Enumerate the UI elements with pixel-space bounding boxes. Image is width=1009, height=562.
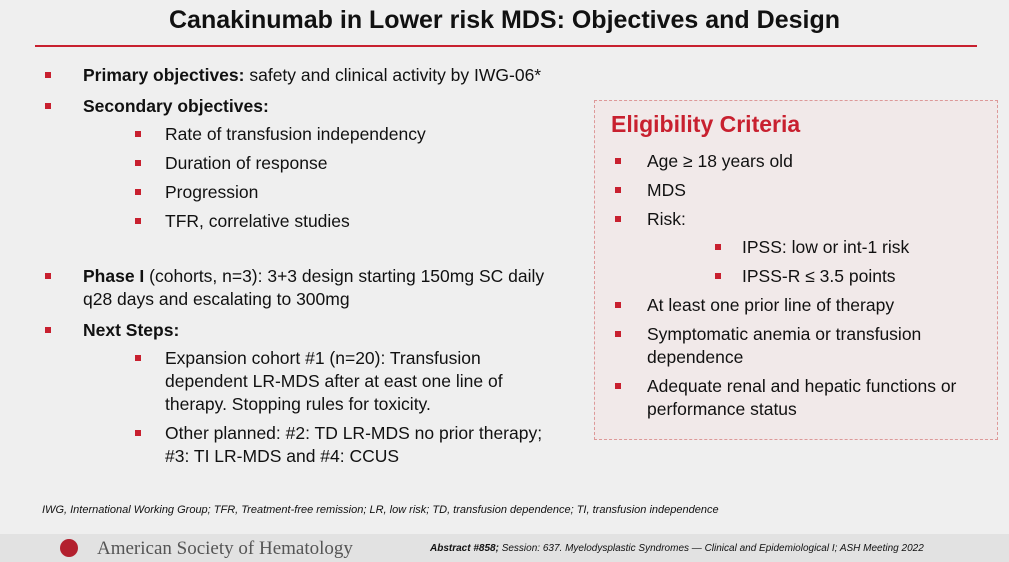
sub-bullet: Progression <box>83 181 575 204</box>
sub-bullet: TFR, correlative studies <box>83 210 575 233</box>
sub-bullet: Other planned: #2: TD LR-MDS no prior th… <box>83 422 543 468</box>
criterion: MDS <box>595 179 997 202</box>
sub-bullet: Rate of transfusion independency <box>83 123 575 146</box>
label: Primary objectives: <box>83 65 245 85</box>
sub-bullet: Duration of response <box>83 152 575 175</box>
text: Risk: <box>647 209 686 229</box>
footer: American Society of Hematology Abstract … <box>0 534 1009 562</box>
bullet: Secondary objectives: Rate of transfusio… <box>45 95 575 233</box>
bullet: Next Steps: Expansion cohort #1 (n=20): … <box>45 319 575 468</box>
criterion: At least one prior line of therapy <box>595 294 997 317</box>
label: Secondary objectives: <box>83 96 269 116</box>
logo <box>60 539 78 557</box>
session: Session: 637. Myelodysplastic Syndromes … <box>501 543 924 554</box>
criterion: Adequate renal and hepatic functions or … <box>595 375 997 421</box>
text: (cohorts, n=3): 3+3 design starting 150m… <box>83 266 545 309</box>
citation: Abstract #858; Session: 637. Myelodyspla… <box>430 543 924 554</box>
criterion: Age ≥ 18 years old <box>595 150 997 173</box>
label: Next Steps: <box>83 320 180 340</box>
bullet: Phase I (cohorts, n=3): 3+3 design start… <box>45 265 575 311</box>
title-rule <box>35 45 977 47</box>
box-title: Eligibility Criteria <box>611 111 801 137</box>
label: Phase I <box>83 266 145 286</box>
objectives: Primary objectives: safety and clinical … <box>45 64 575 476</box>
criterion: Symptomatic anemia or transfusion depend… <box>595 323 997 369</box>
sub-bullet: Expansion cohort #1 (n=20): Transfusion … <box>83 347 543 416</box>
criterion: Risk: IPSS: low or int-1 risk IPSS-R ≤ 3.… <box>595 208 997 288</box>
footnote: IWG, International Working Group; TFR, T… <box>42 504 719 516</box>
abstract: Abstract #858; <box>430 543 499 554</box>
bullet: Primary objectives: safety and clinical … <box>45 64 575 87</box>
society: American Society of Hematology <box>97 538 353 559</box>
sub-criterion: IPSS: low or int-1 risk <box>647 236 997 259</box>
eligibility-box: Eligibility Criteria Age ≥ 18 years old … <box>594 100 998 440</box>
title: Canakinumab in Lower risk MDS: Objective… <box>169 6 840 34</box>
text: safety and clinical activity by IWG-06* <box>249 65 542 85</box>
sub-criterion: IPSS-R ≤ 3.5 points <box>647 265 997 288</box>
